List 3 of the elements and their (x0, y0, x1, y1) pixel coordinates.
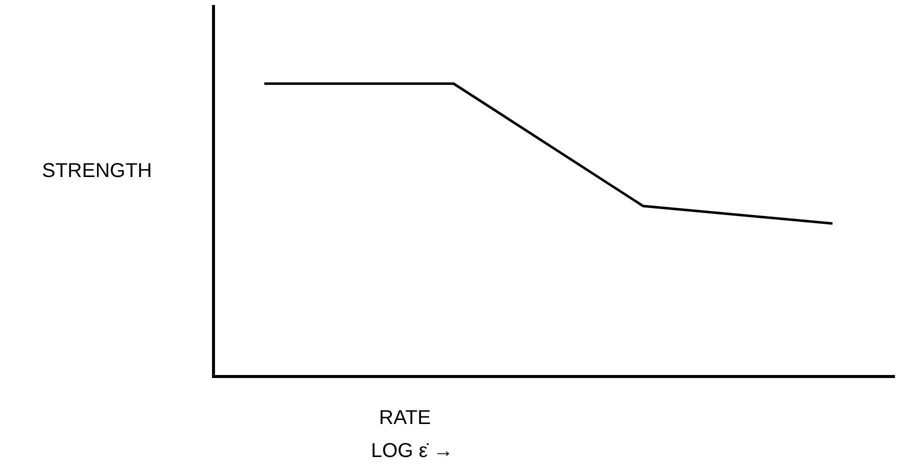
text: LOG ε̇ → (371, 440, 454, 462)
y-axis-title: STRENGTH (42, 160, 152, 182)
x-axis-title: RATE (379, 407, 431, 429)
